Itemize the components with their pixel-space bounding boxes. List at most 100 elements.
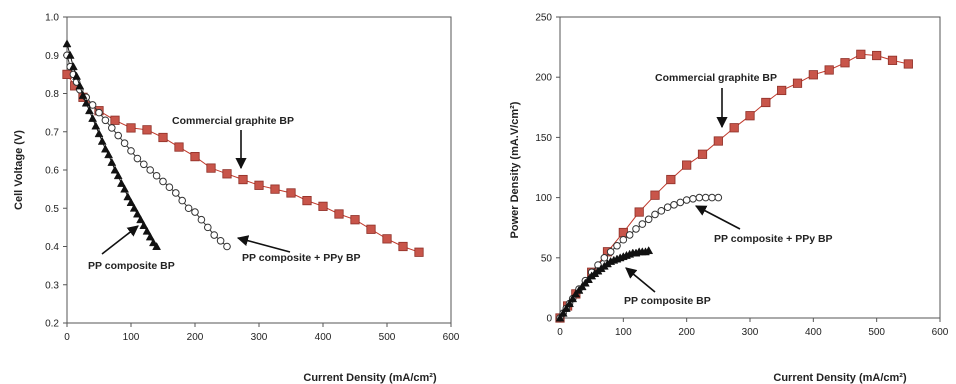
voltage-pp-point [116,178,126,187]
power-ppy-point [638,220,647,228]
voltage-ppy-point [101,116,110,125]
voltage-pp-point [97,136,107,145]
power-x-ticks: 0 100 200 300 400 500 600 [557,318,949,338]
power-graphite-point [634,207,644,217]
voltage-pp-point [129,203,139,212]
voltage-ppy-point [184,204,193,213]
voltage-pp-point [152,241,162,250]
voltage-y-tick-label: 0.9 [45,51,59,62]
voltage-ppy-point [172,189,180,197]
voltage-pp-point [110,165,120,174]
power-pp-point [561,303,571,312]
voltage-pp-point [75,81,85,90]
voltage-ppy-point [133,154,142,163]
power-y-axis-label: Power Density (mA.V/cm²) [509,101,521,238]
power-annotation-pp-arrow [625,267,656,293]
power-x-tick-label: 500 [868,327,885,338]
voltage-pp-point [107,157,117,166]
voltage-graphite-point [382,234,392,244]
voltage-pp-point [123,192,133,201]
power-annotation-pp: PP composite BP [624,295,711,307]
voltage-annotation-ppy: PP composite + PPy BP [242,252,361,264]
voltage-ppy-point [88,101,97,109]
power-graphite-point [824,65,834,75]
power-y-ticks: 0 50 100 150 200 250 [535,13,560,325]
power-ppy-point [651,210,659,219]
power-graphite-point [887,55,898,65]
voltage-y-tick-label: 0.7 [45,127,59,138]
power-ppy-point [644,215,653,224]
voltage-annotation-graphite: Commercial graphite BP [172,115,294,127]
voltage-pp-point [78,90,88,99]
voltage-graphite-point [142,125,152,135]
power-graphite-point [840,58,850,68]
voltage-ppy-point [191,208,199,216]
voltage-ppy-point [204,223,212,232]
power-x-tick-label: 0 [557,327,563,338]
voltage-pp-point [142,226,152,235]
power-chart: 0 100 200 300 400 500 600 0 50 100 150 200 250 Curr… [509,13,949,384]
voltage-pp-point [139,220,149,229]
power-x-tick-label: 100 [615,327,632,338]
voltage-square-series-line [66,74,420,253]
voltage-pp-point [126,197,136,206]
voltage-ppy-point [216,236,225,245]
voltage-graphite-point [238,174,248,185]
power-ppy-point [676,198,685,207]
voltage-pp-point [113,171,123,180]
voltage-pp-point [81,98,91,107]
voltage-x-tick-label: 100 [123,332,140,343]
power-y-tick-label: 150 [535,133,552,144]
power-x-axis-label: Current Density (mA/cm²) [773,372,907,384]
voltage-graphite-point [254,180,264,190]
power-y-tick-label: 50 [541,253,553,264]
power-ppy-point [657,207,666,215]
power-ppy-point [613,241,621,250]
voltage-x-tick-label: 0 [64,332,70,343]
voltage-y-tick-label: 0.8 [45,89,59,100]
voltage-triangle-series-line [66,43,157,247]
voltage-y-tick-label: 1.0 [45,13,59,24]
power-ppy-point [682,196,691,204]
voltage-y-tick-label: 0.4 [45,242,59,253]
power-x-tick-label: 600 [932,327,949,338]
power-pp-point [644,246,654,255]
voltage-x-tick-label: 500 [379,332,396,343]
voltage-x-tick-label: 300 [251,332,268,343]
voltage-ppy-point [146,166,154,174]
voltage-pp-point [62,39,72,48]
voltage-ppy-point [127,147,135,155]
power-ppy-point [714,193,723,202]
power-graphite-point [872,50,882,61]
power-ppy-point [689,195,697,203]
voltage-graphite-point [126,123,136,133]
power-graphite-point [729,123,739,133]
voltage-graphite-point [158,132,168,143]
power-ppy-point [701,193,710,202]
power-pp-point [555,313,565,322]
power-pp-point [568,294,578,303]
voltage-graphite-point [286,188,296,198]
voltage-ppy-point [95,108,103,117]
voltage-ppy-point [210,231,218,239]
voltage-graphite-point [366,224,376,234]
voltage-ppy-point [114,131,122,140]
power-ppy-point [695,193,704,202]
power-ppy-point [619,235,628,244]
power-graphite-point [808,70,818,80]
voltage-pp-point [148,238,158,247]
power-ppy-point [670,201,678,209]
power-graphite-point [666,174,676,185]
power-plot-frame [559,16,941,319]
power-annotation-graphite: Commercial graphite BP [655,72,777,84]
voltage-graphite-point [302,195,312,206]
voltage-graphite-point [318,201,328,211]
power-x-tick-label: 300 [742,327,759,338]
voltage-graphite-point [222,169,232,179]
power-y-tick-label: 0 [546,314,552,325]
power-annotation-ppy: PP composite + PPy BP [714,233,833,245]
voltage-x-ticks: 0 100 200 300 400 500 600 [64,323,460,343]
voltage-plot-frame [66,16,452,324]
power-ppy-point [606,247,615,256]
